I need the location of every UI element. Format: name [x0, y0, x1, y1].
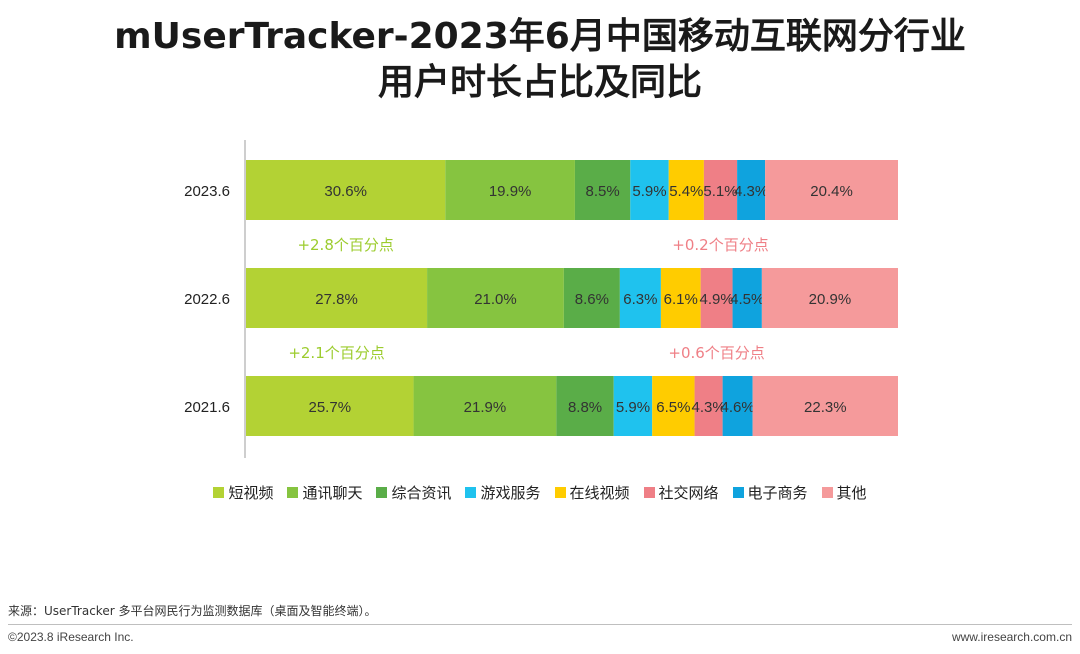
data-label-2022.6-综合资讯: 8.6%: [575, 291, 609, 308]
bar-segment-2023.6-短视频: [246, 160, 446, 220]
data-label-2023.6-通讯聊天: 19.9%: [489, 183, 532, 200]
change-annotation-1: +0.2个百分点: [672, 236, 768, 254]
legend-item-电子商务: 电子商务: [732, 482, 808, 503]
legend-item-游戏服务: 游戏服务: [465, 482, 541, 503]
data-label-2023.6-综合资讯: 8.5%: [586, 183, 620, 200]
legend-item-综合资讯: 综合资讯: [376, 482, 451, 503]
data-label-2022.6-其他: 20.9%: [809, 291, 852, 308]
bar-segment-2021.6-通讯聊天: [413, 376, 557, 436]
website-link[interactable]: www.iresearch.com.cn: [951, 630, 1072, 644]
chart-title: mUserTracker-2023年6月中国移动互联网分行业 用户时长占比及同比: [0, 14, 1080, 106]
legend-label: 其他: [836, 484, 867, 502]
bar-segment-2023.6-社交网络: [703, 160, 738, 220]
data-label-2021.6-游戏服务: 5.9%: [616, 399, 650, 416]
legend-item-其他: 其他: [821, 482, 867, 503]
data-label-2023.6-其他: 20.4%: [810, 183, 853, 200]
legend-swatch: [554, 487, 566, 498]
legend-item-在线视频: 在线视频: [554, 482, 630, 503]
bar-segment-2023.6-通讯聊天: [445, 160, 575, 220]
legend-item-通讯聊天: 通讯聊天: [287, 482, 362, 503]
bar-segment-2023.6-在线视频: [668, 160, 704, 220]
change-annotation-0: +2.8个百分点: [297, 236, 393, 254]
chart-title-line2: 用户时长占比及同比: [377, 62, 702, 103]
chart-title-line1: mUserTracker-2023年6月中国移动互联网分行业: [114, 16, 966, 57]
data-label-2022.6-短视频: 27.8%: [315, 291, 358, 308]
bar-segment-2023.6-其他: [765, 160, 898, 220]
legend-swatch: [732, 487, 744, 498]
legend-swatch: [821, 487, 833, 498]
bar-segment-2022.6-电子商务: [732, 268, 762, 328]
data-label-2023.6-社交网络: 5.1%: [703, 183, 737, 200]
footer-divider: [8, 624, 1072, 625]
change-annotation-2: +2.1个百分点: [288, 344, 384, 362]
stacked-bar-chart: 2023.6 30.6% 19.9% 8.5% 5.9% 5.4% 5.1%4.3% 20.4…: [184, 140, 898, 458]
bar-segment-2022.6-通讯聊天: [427, 268, 564, 328]
bar-segment-2023.6-综合资讯: [574, 160, 631, 220]
bar-segment-2022.6-社交网络: [700, 268, 733, 328]
data-label-2021.6-综合资讯: 8.8%: [568, 399, 602, 416]
bar-segment-2023.6-电子商务: [737, 160, 766, 220]
data-label-2021.6-在线视频: 6.5%: [656, 399, 690, 416]
data-label-2023.6-游戏服务: 5.9%: [632, 183, 666, 200]
legend-item-短视频: 短视频: [213, 482, 273, 503]
copyright-text: ©2023.8 iResearch Inc.: [8, 630, 134, 644]
legend-label: 游戏服务: [480, 484, 541, 502]
legend-swatch: [465, 487, 477, 498]
bar-segment-2021.6-综合资讯: [556, 376, 614, 436]
source-note: 来源：UserTracker 多平台网民行为监测数据库（桌面及智能终端）。: [8, 604, 377, 618]
legend-label: 综合资讯: [391, 484, 452, 502]
bar-segment-2022.6-在线视频: [660, 268, 701, 328]
bar-segment-2021.6-游戏服务: [613, 376, 653, 436]
data-label-2022.6-在线视频: 6.1%: [664, 291, 698, 308]
legend-label: 通讯聊天: [302, 484, 363, 502]
legend-label: 电子商务: [747, 484, 808, 502]
category-label-2021.6: 2021.6: [184, 399, 230, 416]
data-label-2021.6-通讯聊天: 21.9%: [464, 399, 507, 416]
data-label-2021.6-电子商务: 4.6%: [721, 399, 755, 416]
data-label-2022.6-电子商务: 4.5%: [730, 291, 764, 308]
bar-segment-2022.6-综合资讯: [563, 268, 620, 328]
data-label-2022.6-社交网络: 4.9%: [699, 291, 733, 308]
data-label-2023.6-电子商务: 4.3%: [734, 183, 768, 200]
legend-swatch: [287, 487, 299, 498]
bar-segment-2022.6-其他: [761, 268, 898, 328]
data-label-2023.6-在线视频: 5.4%: [669, 183, 703, 200]
bar-segment-2022.6-短视频: [246, 268, 428, 328]
bar-segment-2021.6-短视频: [246, 376, 414, 436]
legend-swatch: [376, 487, 388, 498]
bar-segment-2021.6-社交网络: [694, 376, 723, 436]
data-label-2022.6-游戏服务: 6.3%: [623, 291, 657, 308]
change-annotation-3: +0.6个百分点: [668, 344, 764, 362]
data-label-2021.6-其他: 22.3%: [804, 399, 847, 416]
category-label-2022.6: 2022.6: [184, 291, 230, 308]
data-label-2022.6-通讯聊天: 21.0%: [474, 291, 517, 308]
legend-swatch: [213, 487, 225, 498]
legend-swatch: [643, 487, 655, 498]
data-label-2021.6-短视频: 25.7%: [309, 399, 352, 416]
legend-label: 短视频: [228, 484, 274, 502]
bar-segment-2021.6-在线视频: [652, 376, 695, 436]
data-label-2021.6-社交网络: 4.3%: [691, 399, 725, 416]
data-label-2023.6-短视频: 30.6%: [324, 183, 367, 200]
chart-legend: 短视频 通讯聊天 综合资讯 游戏服务 在线视频 社交网络 电子商务 其他: [0, 482, 1080, 503]
legend-item-社交网络: 社交网络: [643, 482, 719, 503]
legend-label: 在线视频: [569, 484, 630, 502]
bar-segment-2022.6-游戏服务: [619, 268, 661, 328]
bar-segment-2021.6-电子商务: [722, 376, 753, 436]
legend-label: 社交网络: [658, 484, 719, 502]
bar-segment-2021.6-其他: [752, 376, 898, 436]
category-label-2023.6: 2023.6: [184, 183, 230, 200]
bar-segment-2023.6-游戏服务: [630, 160, 669, 220]
